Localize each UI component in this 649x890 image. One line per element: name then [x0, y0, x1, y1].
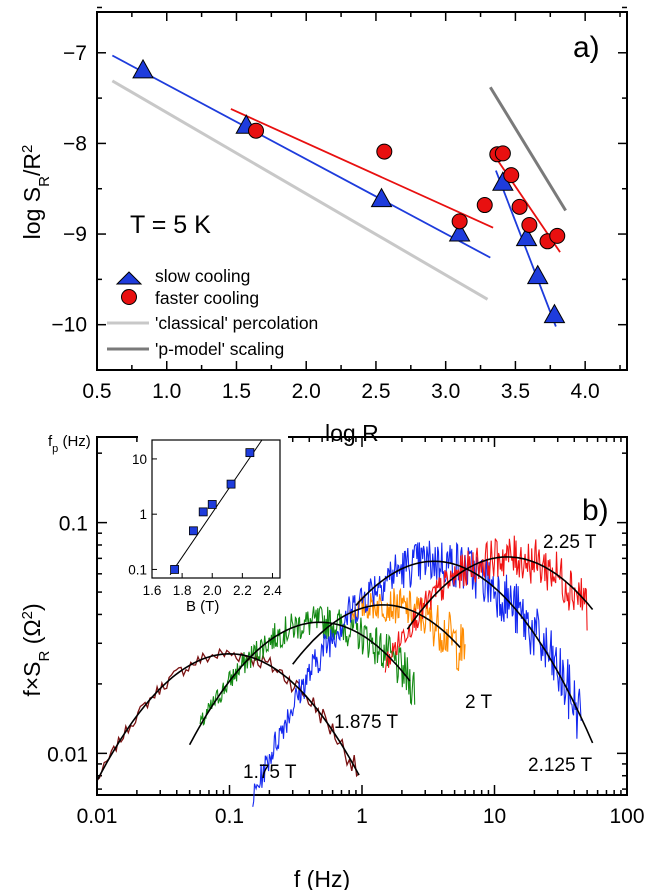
circle-point [494, 145, 511, 162]
spectrum-2125T [252, 540, 582, 807]
circle-point [451, 213, 468, 230]
y-tick-label: −10 [51, 314, 87, 337]
panel-a-xlabel: log R [325, 420, 379, 446]
inset-x-tick-label: 2.0 [203, 583, 222, 598]
x-tick-label: 100 [609, 805, 644, 828]
fit-curve [96, 652, 360, 782]
field-label-2T: 2 T [465, 692, 493, 713]
panel-a-frame [96, 11, 628, 371]
x-tick-label: 1.0 [152, 380, 181, 403]
x-tick-label: 3.0 [431, 380, 460, 403]
triangle-point [515, 226, 538, 247]
fit-curve [188, 621, 411, 746]
inset-xlabel: B (T) [186, 598, 219, 615]
inset-plot: 1.6 1.8 2.0 2.2 2.4 0.1 1 10 [128, 439, 282, 598]
inset-point [198, 507, 208, 517]
fit-line [489, 86, 567, 212]
inset-y-tick-label: 1 [139, 507, 147, 522]
legend-label-pmodel: 'p-model' scaling [155, 339, 284, 359]
panel-b-label: b) [582, 494, 609, 527]
field-label-1875T: 1.875 T [334, 712, 398, 733]
panel-b-ylabel: f×SR (Ω2) [19, 603, 53, 696]
inset-point [245, 448, 255, 458]
inset-background [138, 430, 288, 570]
panel-a-ylabel: log SR/R2 [19, 145, 53, 240]
circle-point [376, 143, 393, 160]
panel-a: 0.5 1.0 1.5 2.0 2.5 3.0 3.5 4.0 −7 −8 −9 −10 a) T =… [19, 6, 628, 446]
x-tick-label: 0.1 [215, 805, 244, 828]
inset-point [226, 479, 236, 489]
fit-line [111, 79, 489, 301]
x-tick-label: 2.5 [361, 380, 390, 403]
inset-point [170, 565, 179, 574]
triangle-point [132, 58, 154, 79]
legend-circle-marker [121, 289, 137, 305]
spectrum-1875T [199, 605, 416, 726]
y-tick-label: 0.01 [47, 743, 88, 766]
spectrum-225T [384, 535, 588, 673]
fit-curve [406, 556, 594, 630]
inset-y-tick-label: 0.1 [128, 562, 147, 577]
inset-x-tick-label: 1.8 [173, 583, 192, 598]
field-label-2125T: 2.125 T [528, 755, 592, 776]
inset-y-tick-label: 10 [132, 452, 147, 467]
inset-frame [151, 439, 281, 579]
legend-label-classical: 'classical' percolation [155, 313, 318, 333]
triangle-point [448, 222, 471, 242]
x-tick-label: 1 [356, 805, 368, 828]
x-tick-label: 0.5 [82, 380, 111, 403]
field-label-175T: 1.75 T [243, 762, 297, 783]
y-tick-label: −8 [63, 132, 87, 155]
circle-point [521, 216, 538, 233]
inset-ylabel: fp (Hz) [48, 433, 91, 455]
legend-triangle-marker [115, 271, 143, 285]
inset-x-tick-label: 1.6 [143, 583, 162, 598]
circle-point [549, 227, 566, 244]
triangle-point [526, 264, 549, 285]
x-tick-label: 4.0 [571, 380, 600, 403]
panel-a-fit-lines [111, 54, 567, 327]
fit-line [230, 108, 494, 229]
x-tick-label: 0.01 [77, 805, 118, 828]
circle-point [248, 122, 264, 139]
inset-x-tick-label: 2.2 [233, 583, 252, 598]
inset-point [207, 500, 217, 509]
panel-b: 0.01 0.1 1 10 100 0.01 0.1 1.75 T 1.875 T 2 T 2.1… [19, 430, 645, 890]
panel-b-field-labels: 1.75 T 1.875 T 2 T 2.125 T 2.25 T [243, 532, 597, 783]
inset-x-tick-label: 2.4 [263, 583, 282, 598]
panel-b-fit-curves [96, 556, 594, 782]
y-tick-label: −9 [63, 223, 87, 246]
x-tick-label: 3.5 [501, 380, 530, 403]
panel-b-spectra [96, 535, 588, 807]
y-tick-label: 0.1 [59, 513, 88, 536]
fit-curve [355, 560, 594, 744]
legend-label-faster-cooling: faster cooling [155, 288, 259, 308]
x-tick-label: 2.0 [292, 380, 321, 403]
triangle-point [370, 187, 393, 208]
fit-line [111, 54, 491, 259]
x-tick-label: 1.5 [222, 380, 251, 403]
circle-point [476, 197, 493, 214]
field-label-225T: 2.25 T [543, 532, 597, 553]
panel-a-ticks: 0.5 1.0 1.5 2.0 2.5 3.0 3.5 4.0 −7 −8 −9 −10 [51, 6, 627, 403]
panel-a-points [132, 58, 566, 324]
inset-point [189, 526, 198, 536]
fit-curve [292, 604, 461, 665]
y-tick-label: −7 [63, 42, 87, 65]
spectrum-175T [96, 647, 360, 781]
panel-a-label: a) [573, 31, 600, 64]
circle-point [503, 167, 520, 184]
temperature-annotation: T = 5 K [130, 211, 211, 239]
panel-b-xlabel: f (Hz) [294, 866, 350, 890]
fit-line [495, 170, 557, 327]
panel-a-legend: slow cooling faster cooling 'classical' … [107, 266, 318, 359]
legend-label-slow-cooling: slow cooling [155, 266, 250, 286]
spectrum-2T [348, 587, 466, 672]
circle-point [511, 198, 528, 215]
triangle-point [543, 303, 566, 324]
x-tick-label: 10 [483, 805, 506, 828]
